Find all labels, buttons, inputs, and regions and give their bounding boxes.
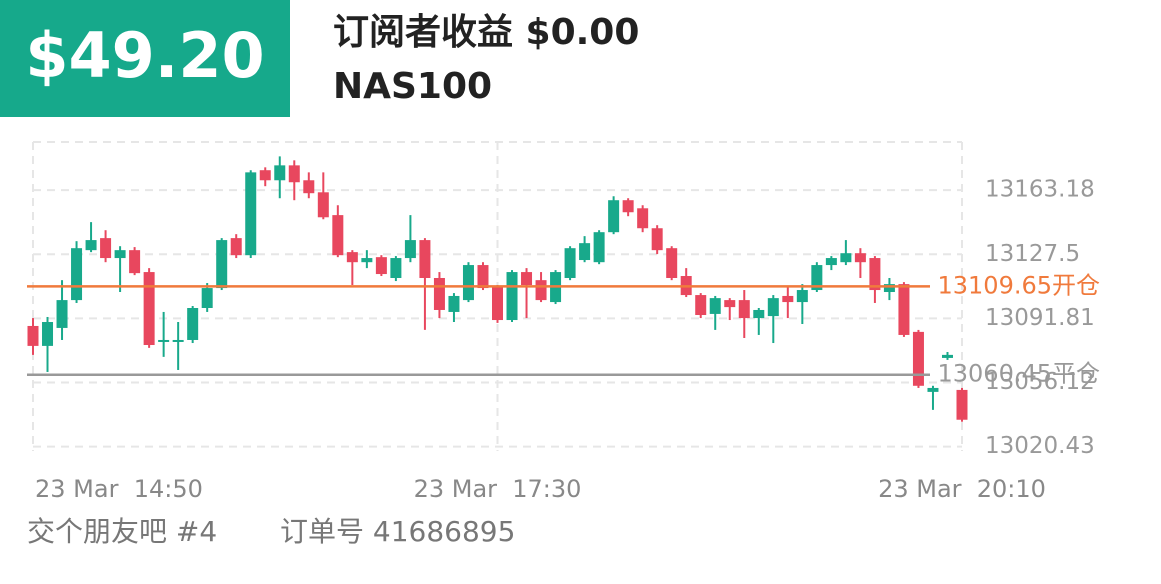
candle-body — [433, 277, 445, 310]
candle-body — [564, 248, 576, 278]
group-name: 交个朋友吧 #4 — [27, 515, 217, 548]
subscriber-profit: 订阅者收益 $0.00 — [333, 12, 639, 53]
x-tick-label: 23 Mar 20:10 — [878, 475, 1046, 503]
candle-body — [288, 165, 300, 183]
profit-box — [0, 0, 290, 117]
candle-body — [245, 172, 257, 256]
x-tick-label: 23 Mar 14:50 — [35, 475, 203, 503]
candle-body — [492, 286, 503, 321]
y-tick-label: 13091.81 — [985, 305, 1095, 331]
price-level-label: 13060.45平仓 — [937, 360, 1100, 388]
candle-body — [753, 309, 765, 319]
candle-body — [637, 208, 649, 229]
candle-body — [448, 295, 460, 312]
candle-body — [114, 250, 126, 259]
candle-body — [404, 240, 416, 259]
candle-body — [651, 228, 663, 251]
y-tick-label: 13020.43 — [985, 433, 1095, 459]
candle-body — [666, 248, 678, 278]
candle-body — [709, 298, 721, 314]
candle-body — [579, 243, 591, 261]
candle-body — [521, 272, 533, 286]
candle-body — [129, 250, 141, 274]
candle-body — [56, 300, 68, 328]
order-number: 订单号 41686895 — [280, 515, 515, 548]
candle-body — [767, 298, 779, 317]
candle-body — [42, 322, 54, 346]
candle-body — [71, 248, 83, 301]
candle-body — [361, 258, 373, 263]
candle-body — [346, 252, 358, 263]
candle-body — [941, 354, 953, 358]
candle-body — [230, 238, 242, 256]
candle-body — [811, 265, 823, 291]
candle-body — [535, 280, 547, 301]
x-tick-label: 23 Mar 17:30 — [414, 475, 582, 503]
candle-body — [840, 253, 852, 263]
candle-body — [869, 258, 881, 291]
candle-body — [216, 240, 228, 289]
candle-body — [303, 180, 315, 194]
candle-body — [375, 257, 387, 275]
candle-body — [796, 290, 808, 303]
candle-body — [274, 165, 286, 181]
price-level-label: 13109.65开仓 — [937, 271, 1100, 299]
candle-body — [419, 240, 431, 278]
candle-body — [390, 258, 402, 278]
candle-body — [883, 284, 895, 293]
candle-body — [259, 170, 271, 181]
candle-body — [332, 215, 344, 256]
candle-body — [956, 389, 968, 420]
candle-body — [782, 295, 794, 303]
y-tick-label: 13163.18 — [985, 177, 1095, 203]
candle-body — [738, 300, 750, 319]
candle-body — [187, 307, 199, 340]
candle-body — [695, 295, 707, 316]
candle-body — [27, 325, 39, 346]
candle-body — [825, 258, 837, 266]
candle-body — [201, 288, 213, 308]
candle-body — [477, 265, 489, 289]
candle-body — [506, 272, 518, 321]
candle-body — [854, 253, 866, 263]
y-tick-label: 13056.12 — [985, 369, 1095, 395]
candle-body — [898, 284, 910, 335]
profit: $49.20 — [25, 19, 264, 92]
candle-body — [912, 331, 924, 386]
candle-body — [158, 339, 170, 342]
candle-body — [622, 200, 634, 213]
candle-body — [85, 240, 97, 251]
candle-body — [608, 200, 620, 233]
candle-body — [462, 265, 474, 301]
candle-body — [172, 339, 184, 342]
candle-body — [593, 232, 605, 263]
candle-body — [143, 272, 155, 346]
symbol: NAS100 — [333, 66, 492, 107]
candle-body — [927, 387, 939, 392]
candle-body — [724, 300, 736, 308]
y-tick-label: 13127.5 — [985, 241, 1080, 267]
candle-body — [100, 238, 112, 259]
candle-body — [317, 192, 329, 218]
